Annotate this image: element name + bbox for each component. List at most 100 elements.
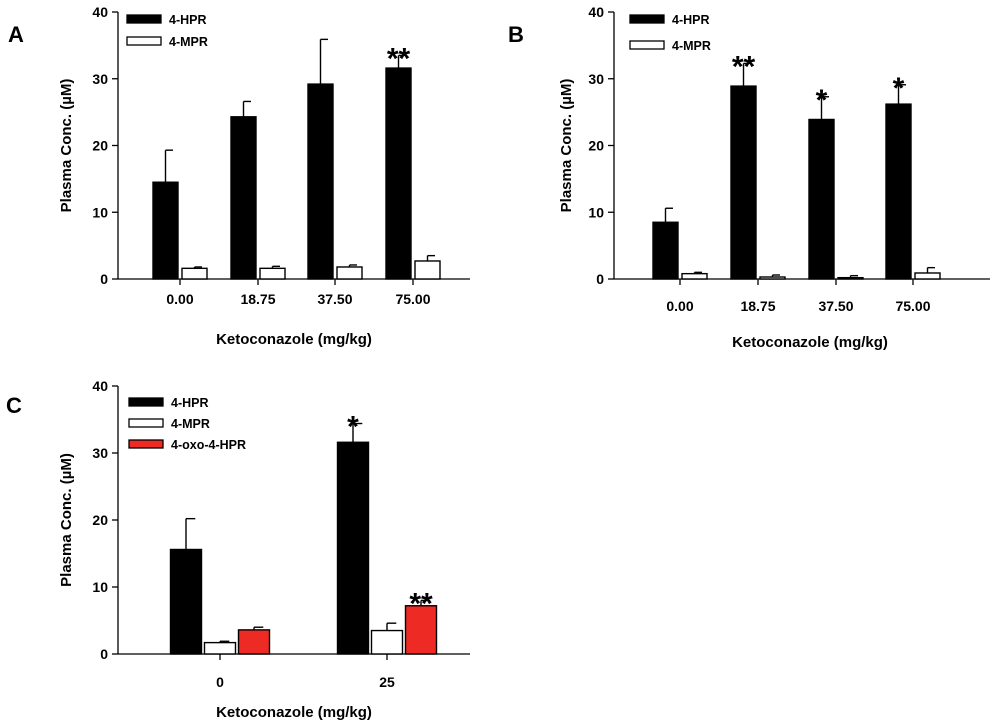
bar-rect xyxy=(259,267,286,280)
bar-rect xyxy=(181,267,208,280)
x-tick-label: 0.00 xyxy=(166,291,193,307)
y-tick-label: 0 xyxy=(100,646,108,662)
chart-panel-a: A 0 10 20 30 40 0.00 18.75 37.50 75.00 ** Ketoc… xyxy=(8,4,470,348)
legend-item-4-mpr: 4-MPR xyxy=(128,417,210,431)
bar-4-mpr-75-00 xyxy=(414,254,441,280)
legend-label: 4-oxo-4-HPR xyxy=(171,438,246,452)
bar-rect xyxy=(681,272,708,280)
bar-4-hpr-18-75 xyxy=(230,100,257,280)
bar-4-hpr-18-75 xyxy=(730,62,757,280)
significance-markers: ** xyxy=(387,42,411,75)
significance-marker: ** xyxy=(387,42,411,75)
legend-item-4-hpr: 4-HPR xyxy=(126,13,207,27)
x-tick-label: 0.00 xyxy=(666,298,693,314)
y-tick-label: 10 xyxy=(92,579,108,595)
significance-marker: * xyxy=(893,72,905,105)
bar-4-mpr-18-75 xyxy=(259,265,286,280)
bar-4-hpr-37-50 xyxy=(808,96,835,280)
y-ticks: 0 10 20 30 40 xyxy=(92,378,118,662)
bar-rect xyxy=(370,629,404,655)
y-tick-label: 10 xyxy=(92,204,108,220)
bars xyxy=(169,422,438,655)
legend: 4-HPR 4-MPR 4-oxo-4-HPR xyxy=(128,396,246,452)
legend-swatch xyxy=(629,40,665,50)
legend-label: 4-MPR xyxy=(672,39,711,53)
x-tick-label: 75.00 xyxy=(895,298,930,314)
legend-item-4-hpr: 4-HPR xyxy=(629,13,710,27)
significance-markers: *** xyxy=(347,411,433,621)
bar-4-hpr-0-00 xyxy=(652,207,679,280)
bar-4-oxo-4-hpr-0 xyxy=(237,626,271,655)
legend-swatch xyxy=(128,397,164,407)
x-ticks: 0.00 18.75 37.50 75.00 xyxy=(666,279,931,314)
x-tick-label: 0 xyxy=(216,674,224,690)
panel-label-a: A xyxy=(8,22,24,47)
significance-marker: ** xyxy=(409,587,433,620)
legend-item-4-hpr: 4-HPR xyxy=(128,396,209,410)
y-tick-label: 20 xyxy=(92,512,108,528)
y-tick-label: 0 xyxy=(100,271,108,287)
bar-4-mpr-75-00 xyxy=(914,266,941,280)
bar-4-mpr-37-50 xyxy=(336,264,363,280)
legend-swatch xyxy=(126,14,162,24)
bar-4-hpr-25 xyxy=(336,422,370,655)
legend-label: 4-HPR xyxy=(169,13,207,27)
legend: 4-HPR 4-MPR xyxy=(126,13,208,49)
bar-rect xyxy=(404,605,438,655)
bar-rect xyxy=(808,118,835,280)
bar-rect xyxy=(152,181,179,280)
legend-item-4-oxo-4-hpr: 4-oxo-4-HPR xyxy=(128,438,246,452)
bar-rect xyxy=(237,629,271,655)
bar-4-oxo-4-hpr-25 xyxy=(404,599,438,655)
bar-4-mpr-37-50 xyxy=(837,274,864,280)
significance-marker: * xyxy=(816,84,828,117)
legend-swatch xyxy=(629,14,665,24)
bars xyxy=(652,62,941,280)
bar-rect xyxy=(336,266,363,280)
y-tick-label: 10 xyxy=(588,204,604,220)
bar-rect xyxy=(307,83,334,280)
y-tick-label: 0 xyxy=(596,271,604,287)
legend-item-4-mpr: 4-MPR xyxy=(629,39,711,53)
panel-label-b: B xyxy=(508,22,524,47)
bar-4-mpr-0-00 xyxy=(181,266,208,280)
y-tick-label: 30 xyxy=(92,445,108,461)
bar-rect xyxy=(652,221,679,280)
bar-rect xyxy=(336,441,370,655)
y-axis-title: Plasma Conc. (µM) xyxy=(58,79,75,213)
bar-4-hpr-0-00 xyxy=(152,149,179,280)
legend-item-4-mpr: 4-MPR xyxy=(126,35,208,49)
y-tick-label: 30 xyxy=(588,71,604,87)
bar-4-mpr-25 xyxy=(370,622,404,655)
x-axis-title: Ketoconazole (mg/kg) xyxy=(216,704,372,721)
bar-4-hpr-0 xyxy=(169,517,203,655)
x-tick-label: 18.75 xyxy=(740,298,775,314)
x-ticks: 0 25 xyxy=(216,654,395,690)
legend-label: 4-HPR xyxy=(672,13,710,27)
bar-4-mpr-18-75 xyxy=(759,274,786,280)
legend-swatch xyxy=(126,36,162,46)
bars xyxy=(152,38,441,280)
x-tick-label: 25 xyxy=(379,674,395,690)
x-tick-label: 18.75 xyxy=(240,291,275,307)
legend-label: 4-HPR xyxy=(171,396,209,410)
bar-rect xyxy=(414,260,441,280)
significance-markers: *** * xyxy=(732,50,905,116)
bar-4-hpr-37-50 xyxy=(307,38,334,280)
bar-4-mpr-0 xyxy=(203,640,237,655)
bar-rect xyxy=(230,116,257,280)
bar-rect xyxy=(914,272,941,280)
y-tick-label: 40 xyxy=(92,4,108,20)
bar-rect xyxy=(885,103,912,280)
bar-4-hpr-75-00 xyxy=(385,54,412,280)
bar-4-hpr-75-00 xyxy=(885,84,912,280)
x-axis-title: Ketoconazole (mg/kg) xyxy=(732,334,888,351)
bar-rect xyxy=(169,548,203,655)
legend-label: 4-MPR xyxy=(171,417,210,431)
y-tick-label: 40 xyxy=(588,4,604,20)
legend-label: 4-MPR xyxy=(169,35,208,49)
y-axis-title: Plasma Conc. (µM) xyxy=(558,79,575,213)
